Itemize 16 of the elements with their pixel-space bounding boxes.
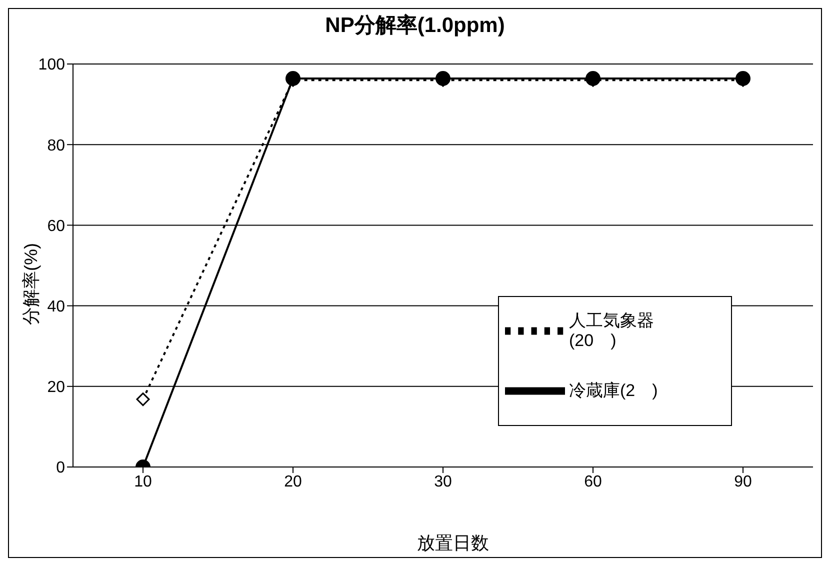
chart-title: NP分解率(1.0ppm) bbox=[324, 12, 506, 39]
y-tick-label: 20 bbox=[47, 379, 66, 396]
legend-label: 人工気象器(20 ) bbox=[569, 311, 655, 351]
x-tick-label: 30 bbox=[434, 473, 452, 490]
y-tick-label: 80 bbox=[47, 137, 66, 154]
y-tick-label: 60 bbox=[47, 218, 66, 235]
x-tick-label: 60 bbox=[584, 473, 602, 490]
y-tick-label: 0 bbox=[56, 460, 66, 477]
x-axis-title: 放置日数 bbox=[416, 532, 490, 555]
y-tick-label: 40 bbox=[47, 298, 66, 316]
y-tick-label: 100 bbox=[38, 56, 66, 74]
y-axis-title: 分解率(%) bbox=[20, 243, 42, 325]
x-tick-label: 10 bbox=[134, 473, 152, 490]
x-tick-label: 20 bbox=[284, 473, 302, 490]
x-tick-label: 90 bbox=[734, 473, 752, 490]
legend-label: 冷蔵庫(2 ) bbox=[569, 381, 659, 401]
